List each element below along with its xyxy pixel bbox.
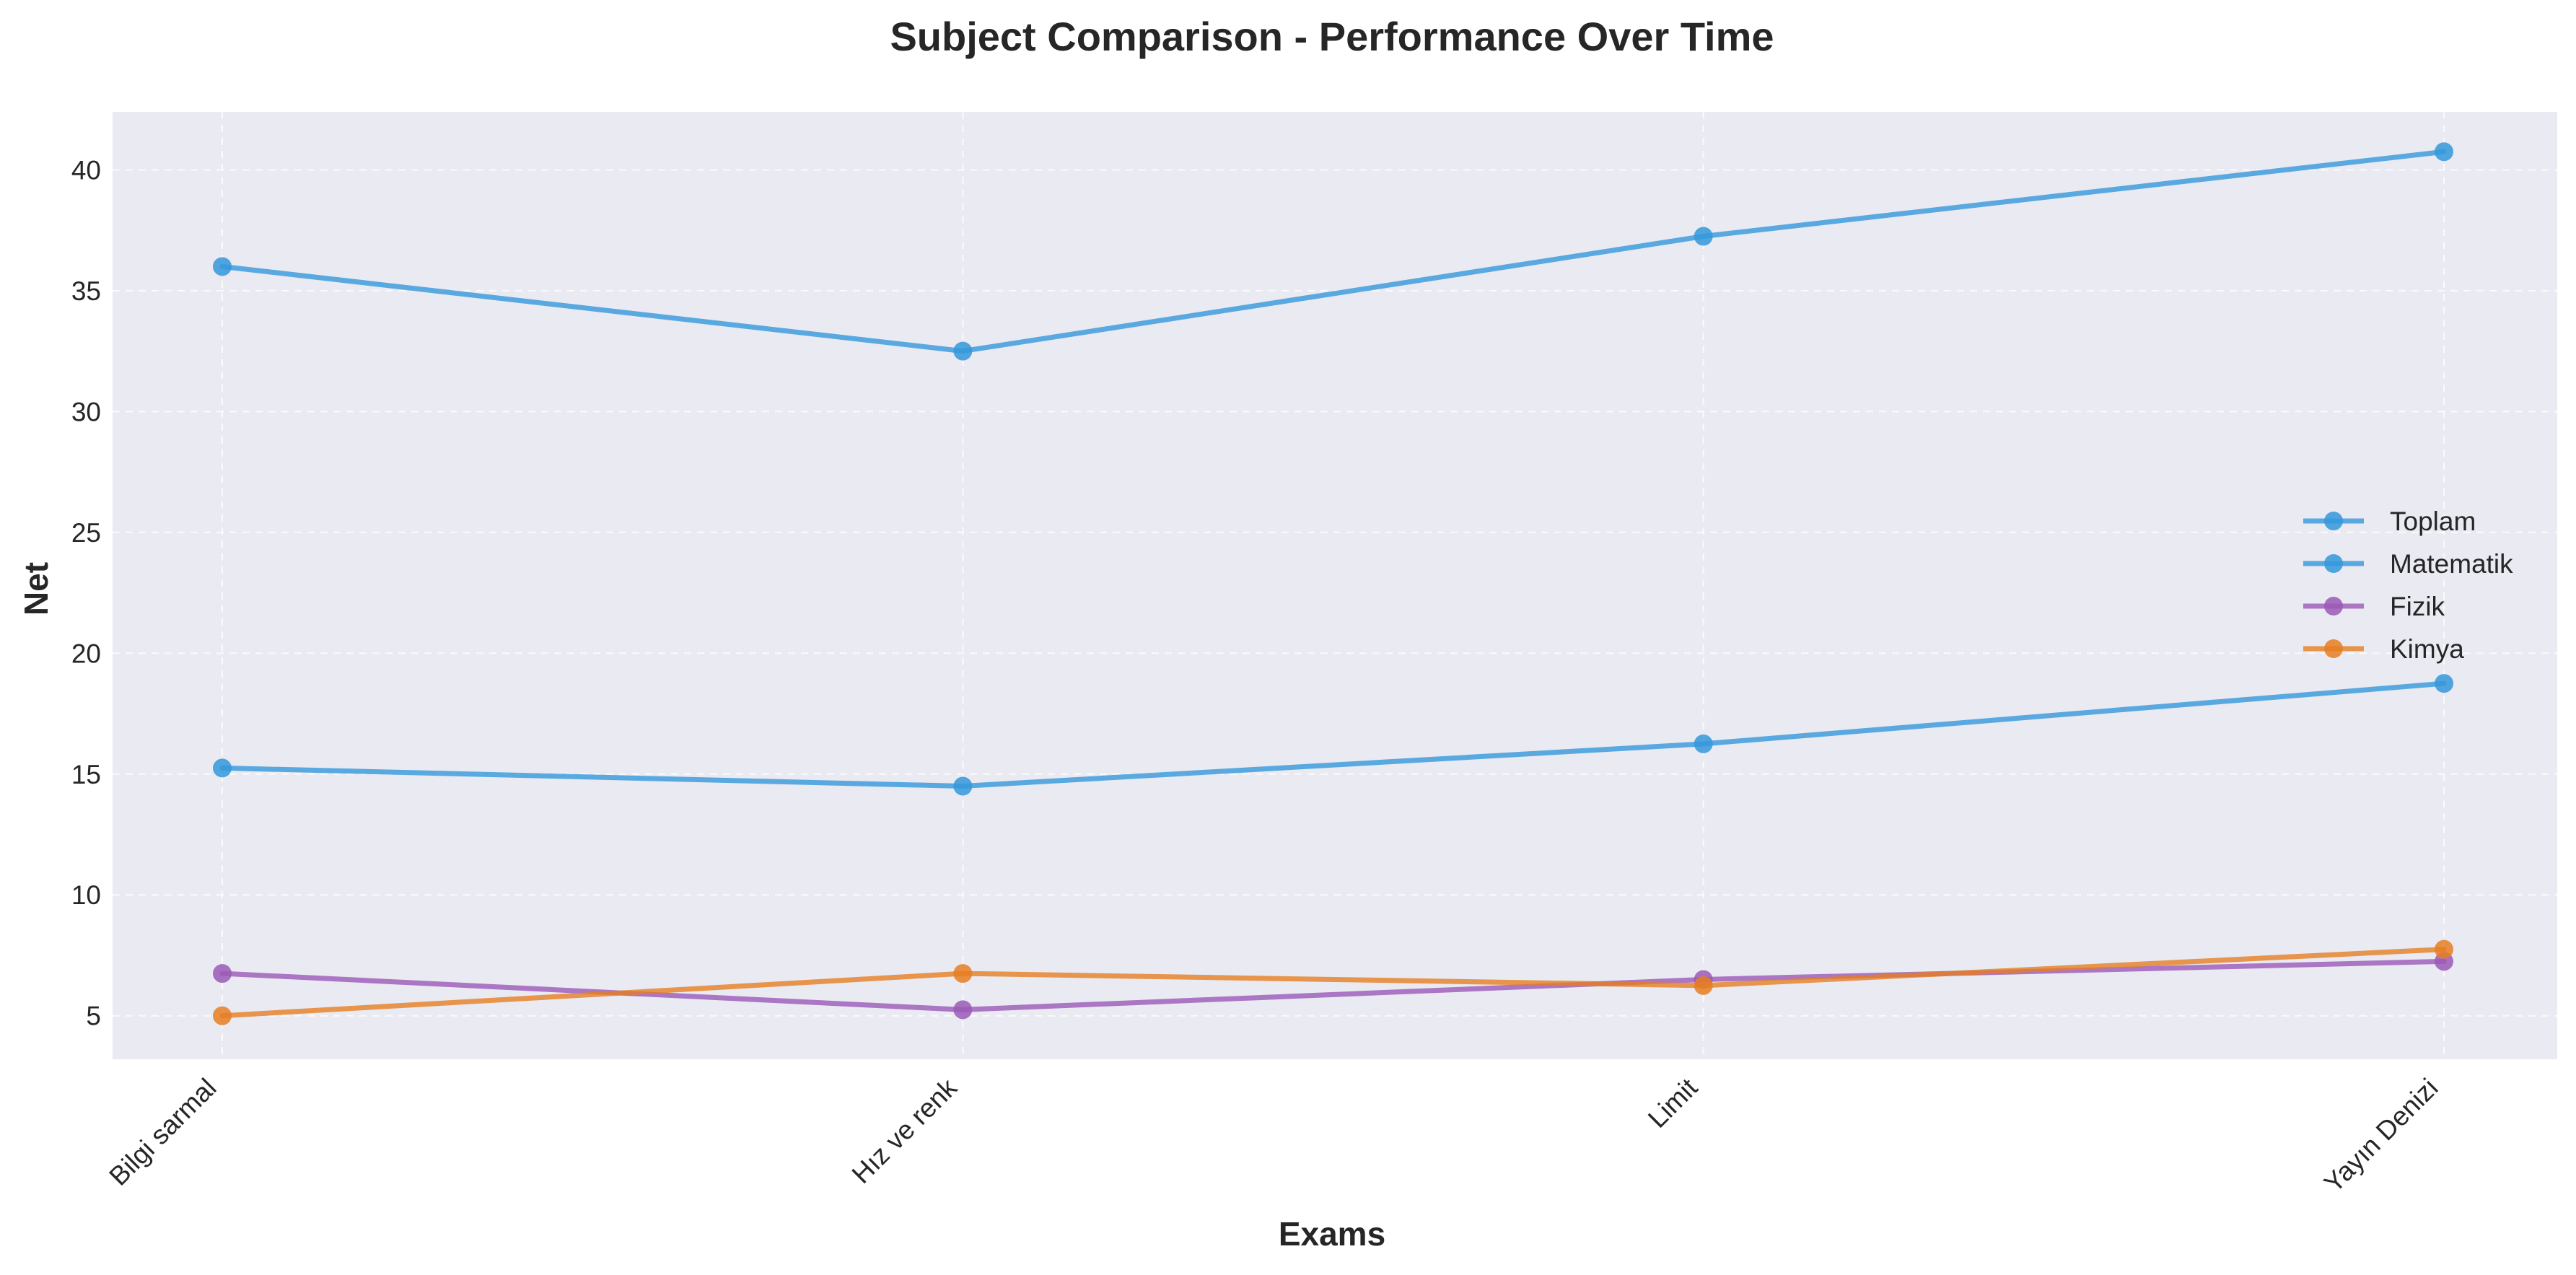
- series-line-kimya: [219, 947, 2447, 1019]
- y-tick-label: 10: [71, 880, 101, 910]
- plot-area: [113, 112, 2557, 1059]
- y-tick-label: 15: [71, 760, 101, 789]
- y-tick-label: 20: [71, 639, 101, 668]
- legend-marker: [2324, 554, 2343, 573]
- y-axis-label: Net: [17, 562, 55, 615]
- chart-title: Subject Comparison - Performance Over Ti…: [890, 14, 1774, 59]
- data-point-matematik: [1694, 734, 1713, 753]
- data-point-toplam: [2435, 142, 2453, 162]
- legend-marker: [2324, 597, 2343, 615]
- legend-label: Toplam: [2390, 507, 2476, 536]
- y-tick-label: 30: [71, 397, 101, 426]
- y-tick-label: 25: [71, 518, 101, 548]
- x-axis-ticks: Bilgi sarmal Hız ve renk Limit Yayın Denizi: [103, 1072, 2443, 1198]
- series-layer: [213, 142, 2453, 1025]
- series-line-toplam: [219, 149, 2447, 354]
- series-kimya: [213, 939, 2453, 1025]
- series-line-fizik: [219, 958, 2447, 1012]
- data-point-toplam: [213, 257, 232, 276]
- data-point-toplam: [953, 341, 973, 361]
- data-point-kimya: [953, 964, 973, 983]
- y-tick-label: 5: [86, 1002, 101, 1031]
- x-tick-label: Hız ve renk: [846, 1072, 963, 1189]
- x-tick-label: Yayın Denizi: [2318, 1073, 2444, 1199]
- y-axis-ticks: 5 10 15 20 25 30 35 40: [71, 155, 101, 1030]
- data-point-kimya: [1694, 976, 1713, 995]
- legend-label: Fizik: [2390, 592, 2445, 621]
- y-tick-label: 40: [71, 155, 101, 185]
- series-toplam: [213, 142, 2453, 361]
- legend-marker: [2324, 512, 2343, 530]
- series-line-matematik: [219, 680, 2447, 789]
- legend-item-matematik: Matematik: [2303, 549, 2513, 579]
- data-point-toplam: [1694, 227, 1713, 246]
- y-tick-label: 35: [71, 276, 101, 306]
- series-matematik: [213, 674, 2453, 796]
- data-point-matematik: [213, 758, 232, 778]
- data-point-matematik: [953, 776, 973, 796]
- data-point-fizik: [953, 1000, 973, 1020]
- data-point-kimya: [2435, 939, 2453, 959]
- legend-item-toplam: Toplam: [2303, 507, 2476, 536]
- data-point-fizik: [213, 964, 232, 983]
- legend-item-kimya: Kimya: [2303, 634, 2464, 664]
- legend-item-fizik: Fizik: [2303, 592, 2445, 621]
- x-axis-label: Exams: [1279, 1215, 1385, 1253]
- x-tick-label: Bilgi sarmal: [103, 1073, 222, 1191]
- x-tick-label: Limit: [1642, 1072, 1704, 1134]
- data-point-kimya: [213, 1006, 232, 1025]
- legend: Toplam Matematik Fizik Kimya: [2303, 507, 2513, 664]
- data-point-matematik: [2435, 674, 2453, 693]
- legend-marker: [2324, 639, 2343, 658]
- legend-label: Kimya: [2390, 634, 2464, 664]
- legend-label: Matematik: [2390, 549, 2513, 579]
